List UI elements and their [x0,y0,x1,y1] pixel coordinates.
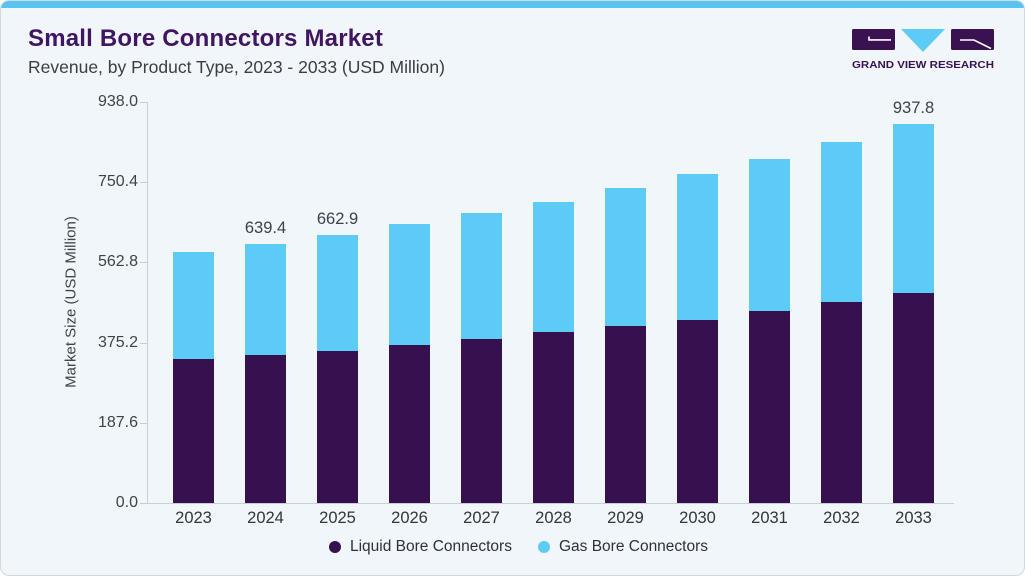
y-tick-label: 375.2 [97,333,138,351]
page-subtitle: Revenue, by Product Type, 2023 - 2033 (U… [28,57,445,77]
y-axis-title: Market Size (USD Million) [62,216,80,388]
x-tick-label-2029: 2029 [607,509,644,527]
bar-segment-gas-2023 [173,251,214,359]
y-tick-label: 0.0 [115,494,138,511]
bar-segment-gas-2024 [245,244,286,355]
x-tick-label-2026: 2026 [391,509,428,527]
y-tick-mark [140,182,147,184]
logo-g-mark [868,36,891,41]
legend-dot [537,541,550,553]
bar-segment-liquid-2033 [893,292,934,503]
y-tick-label: 562.8 [97,253,138,271]
top-accent-bar [1,1,1024,8]
x-axis-line [147,503,954,504]
y-tick-mark [140,102,147,103]
bar-segment-gas-2027 [461,213,502,339]
bar-total-label-2033: 937.8 [892,98,935,117]
x-tick-label-2030: 2030 [679,509,716,527]
bar-segment-gas-2033 [893,123,934,293]
logo-r-mark [960,39,992,50]
x-tick-label-2025: 2025 [319,509,356,527]
y-tick-mark [140,503,147,504]
legend: Liquid Bore Connectors Gas Bore Connector… [1,538,1024,556]
legend-item-gas: Gas Bore Connectors [537,538,709,556]
gvr-logo-text: GRAND VIEW RESEARCH [852,60,994,71]
legend-label: Gas Bore Connectors [558,538,709,555]
bar-total-label-2025: 662.9 [316,209,359,228]
x-tick-label-2027: 2027 [463,509,500,527]
y-tick-mark [140,422,147,424]
bar-segment-liquid-2026 [389,344,430,503]
x-tick-label-2031: 2031 [751,509,788,527]
x-tick-label-2033: 2033 [895,509,932,527]
bar-segment-liquid-2032 [821,302,862,503]
bar-segment-gas-2025 [317,234,358,351]
bar-total-label-2024: 639.4 [244,219,287,238]
page-title: Small Bore Connectors Market [28,25,384,52]
bar-segment-liquid-2030 [677,319,718,503]
x-tick-label-2028: 2028 [535,509,572,527]
bar-segment-liquid-2028 [533,332,574,503]
y-tick-mark [140,342,147,344]
bar-segment-liquid-2023 [173,358,214,503]
y-tick-label: 187.6 [97,413,138,431]
bar-segment-liquid-2025 [317,350,358,503]
bar-segment-gas-2029 [605,188,646,327]
y-axis-line [147,102,148,504]
bar-segment-gas-2028 [533,201,574,333]
y-tick-label: 938.0 [97,93,138,110]
legend-item-liquid: Liquid Bore Connectors [328,538,512,556]
bar-segment-liquid-2024 [245,354,286,503]
bar-segment-liquid-2031 [749,310,790,503]
bar-segment-gas-2026 [389,224,430,345]
legend-dot [328,541,341,553]
legend-label: Liquid Bore Connectors [349,538,512,555]
bar-segment-gas-2032 [821,141,862,303]
gvr-logo-mark [852,29,994,52]
logo-v-triangle [901,29,945,52]
bar-segment-gas-2031 [749,159,790,311]
x-tick-label-2023: 2023 [175,509,212,527]
bar-segment-liquid-2029 [605,326,646,503]
x-tick-label-2032: 2032 [823,509,860,527]
bar-segment-liquid-2027 [461,338,502,503]
bar-segment-gas-2030 [677,174,718,320]
gvr-logo: GRAND VIEW RESEARCH [852,29,994,71]
y-tick-mark [140,262,147,264]
y-tick-label: 750.4 [97,173,138,191]
x-tick-label-2024: 2024 [247,509,284,527]
